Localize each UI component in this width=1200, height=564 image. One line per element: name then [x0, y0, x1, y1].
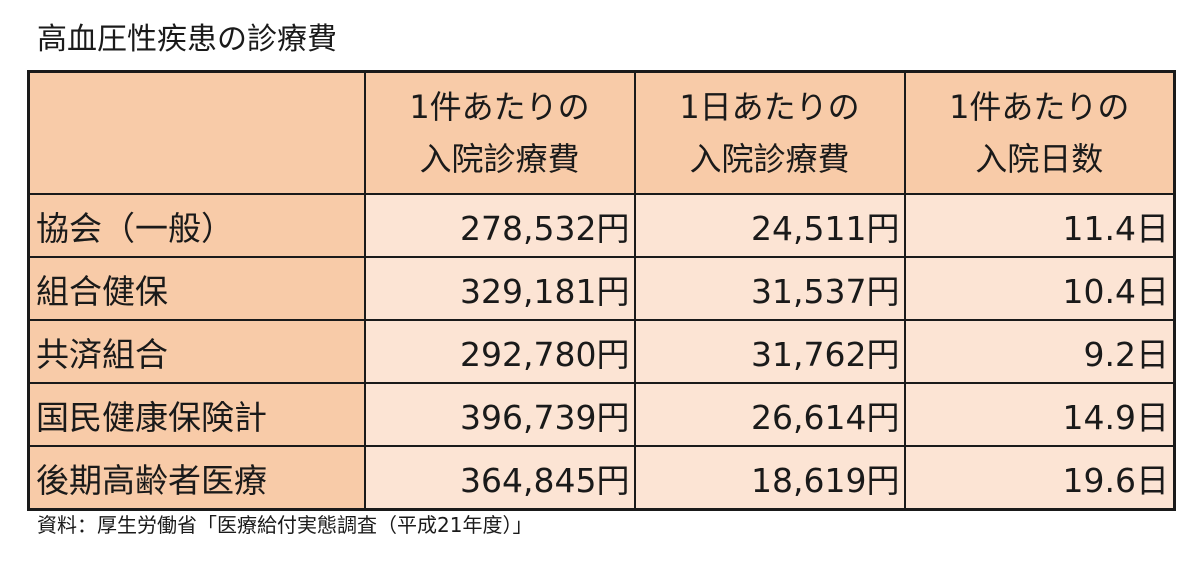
- column-header-line1: 1件あたりの: [949, 88, 1130, 126]
- cell-days-per-case: 11.4日: [903, 193, 1176, 258]
- column-header-line2: 入院診療費: [419, 140, 580, 178]
- cell-cost-per-day: 31,762円: [633, 319, 906, 384]
- header-corner-cell: [27, 70, 366, 195]
- row-label: 共済組合: [27, 319, 366, 384]
- row-label: 協会（一般）: [27, 193, 366, 258]
- column-header-line2: 入院日数: [975, 140, 1104, 178]
- cell-cost-per-day: 31,537円: [633, 256, 906, 321]
- row-label: 国民健康保険計: [27, 382, 366, 447]
- cell-days-per-case: 9.2日: [903, 319, 1176, 384]
- table-row: 共済組合 292,780円 31,762円 9.2日: [27, 319, 1176, 384]
- cell-cost-per-case: 329,181円: [363, 256, 636, 321]
- table-row: 組合健保 329,181円 31,537円 10.4日: [27, 256, 1176, 321]
- column-header-line1: 1日あたりの: [679, 88, 860, 126]
- table-title: 高血圧性疾患の診療費: [37, 22, 337, 57]
- column-header-cost-per-case: 1件あたりの 入院診療費: [363, 70, 636, 195]
- cell-cost-per-day: 24,511円: [633, 193, 906, 258]
- cell-days-per-case: 10.4日: [903, 256, 1176, 321]
- cell-cost-per-case: 278,532円: [363, 193, 636, 258]
- medical-cost-table: 1件あたりの 入院診療費 1日あたりの 入院診療費 1件あたりの 入院日数 協会…: [27, 70, 1176, 511]
- cell-days-per-case: 19.6日: [903, 445, 1176, 511]
- row-label: 後期高齢者医療: [27, 445, 366, 511]
- column-header-line1: 1件あたりの: [409, 88, 590, 126]
- header-row: 1件あたりの 入院診療費 1日あたりの 入院診療費 1件あたりの 入院日数: [27, 70, 1176, 195]
- table-row: 後期高齢者医療 364,845円 18,619円 19.6日: [27, 445, 1176, 511]
- column-header-cost-per-day: 1日あたりの 入院診療費: [633, 70, 906, 195]
- source-note: 資料：厚生労働省「医療給付実態調査（平成21年度）」: [37, 513, 533, 537]
- table-row: 協会（一般） 278,532円 24,511円 11.4日: [27, 193, 1176, 258]
- cell-days-per-case: 14.9日: [903, 382, 1176, 447]
- cell-cost-per-case: 396,739円: [363, 382, 636, 447]
- column-header-days-per-case: 1件あたりの 入院日数: [903, 70, 1176, 195]
- column-header-line2: 入院診療費: [689, 140, 850, 178]
- cell-cost-per-day: 18,619円: [633, 445, 906, 511]
- row-label: 組合健保: [27, 256, 366, 321]
- cell-cost-per-day: 26,614円: [633, 382, 906, 447]
- cell-cost-per-case: 292,780円: [363, 319, 636, 384]
- table-row: 国民健康保険計 396,739円 26,614円 14.9日: [27, 382, 1176, 447]
- cell-cost-per-case: 364,845円: [363, 445, 636, 511]
